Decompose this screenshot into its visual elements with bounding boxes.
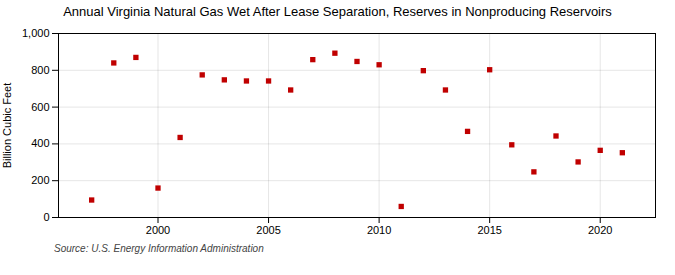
html-text:Source: U.S. Energy Informatio: Source: U.S. Energy Information Administ… xyxy=(54,243,264,254)
svg-text:1,000: 1,000 xyxy=(22,27,50,39)
svg-text:800: 800 xyxy=(31,64,49,76)
svg-text:Billion Cubic Feet: Billion Cubic Feet xyxy=(1,83,13,169)
html-text:Annual Virginia Natural Gas We: Annual Virginia Natural Gas Wet After Le… xyxy=(63,4,612,19)
svg-text:2000: 2000 xyxy=(146,224,170,236)
svg-text:0: 0 xyxy=(43,211,49,223)
svg-text:2010: 2010 xyxy=(367,224,391,236)
svg-text:200: 200 xyxy=(31,174,49,186)
svg-text:2020: 2020 xyxy=(588,224,612,236)
svg-text:600: 600 xyxy=(31,101,49,113)
svg-text:2015: 2015 xyxy=(477,224,501,236)
svg-text:400: 400 xyxy=(31,137,49,149)
svg-text:2005: 2005 xyxy=(256,224,280,236)
